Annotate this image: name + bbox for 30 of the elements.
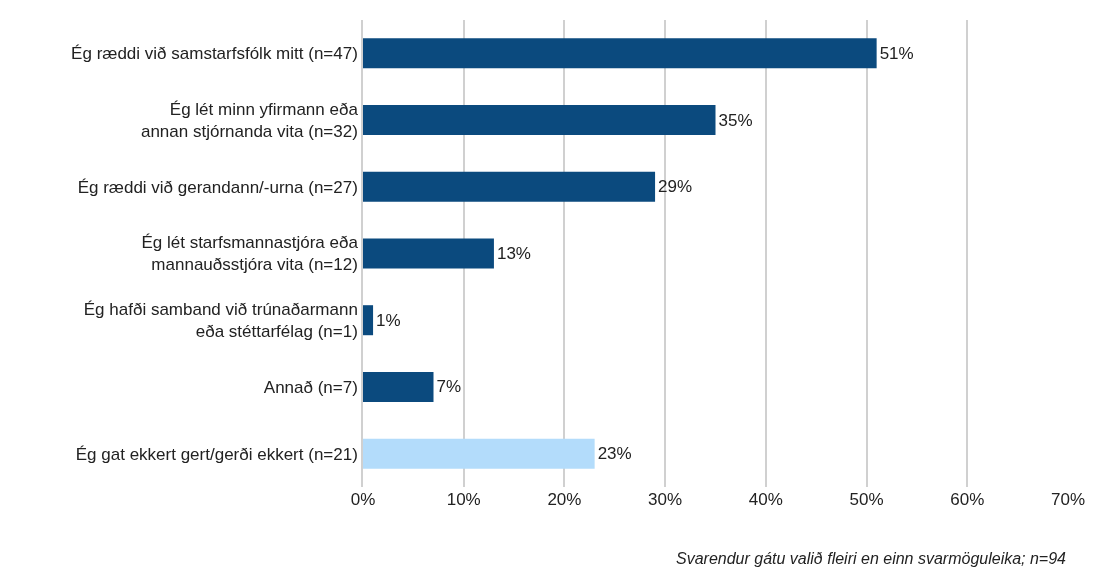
- data-label: 29%: [658, 177, 693, 197]
- x-tick-label: 60%: [950, 490, 985, 509]
- y-tick-label: Annað (n=7): [263, 377, 358, 397]
- y-tick-label: Ég hafði samband við trúnaðarmann eða stéttarfélag (n=1): [83, 300, 358, 342]
- data-label: 51%: [879, 43, 914, 63]
- x-tick-label: 10%: [446, 490, 481, 509]
- x-tick-label: 50%: [849, 490, 884, 509]
- data-label: 35%: [718, 110, 753, 130]
- data-label: 7%: [436, 377, 462, 397]
- bar: [363, 171, 656, 202]
- data-label: 1%: [376, 310, 401, 330]
- y-tick-label: Ég lét starfsmannastjóra eða mannauðsstjóra vita (n=12): [141, 233, 359, 275]
- bar: [363, 438, 595, 469]
- y-tick-label: Ég gat ekkert gert/gerði ekkert (n=21): [75, 444, 358, 464]
- bar: [363, 371, 434, 402]
- data-label: 23%: [597, 444, 632, 464]
- bar: [363, 305, 374, 336]
- y-tick-label: Ég ræddi við gerandann/-urna (n=27): [77, 177, 358, 197]
- x-tick-label: 40%: [748, 490, 783, 509]
- y-tick-label: Ég lét minn yfirmann eða annan stjórnanda vita (n=32): [140, 99, 359, 142]
- text: Svarendur gátu valið fleiri en einn svarmöguleika; n=94: [676, 550, 1067, 567]
- data-label: 13%: [496, 244, 531, 263]
- bar: [363, 238, 494, 269]
- x-tick-label: 30%: [648, 490, 683, 509]
- y-tick-label: Ég ræddi við samstarfsfólk mitt (n=47): [71, 44, 358, 64]
- x-tick-label: 70%: [1050, 490, 1086, 509]
- bar: [363, 105, 716, 136]
- x-tick-label: 20%: [547, 490, 582, 509]
- x-tick-label: 0%: [350, 490, 376, 509]
- bar: [363, 38, 877, 69]
